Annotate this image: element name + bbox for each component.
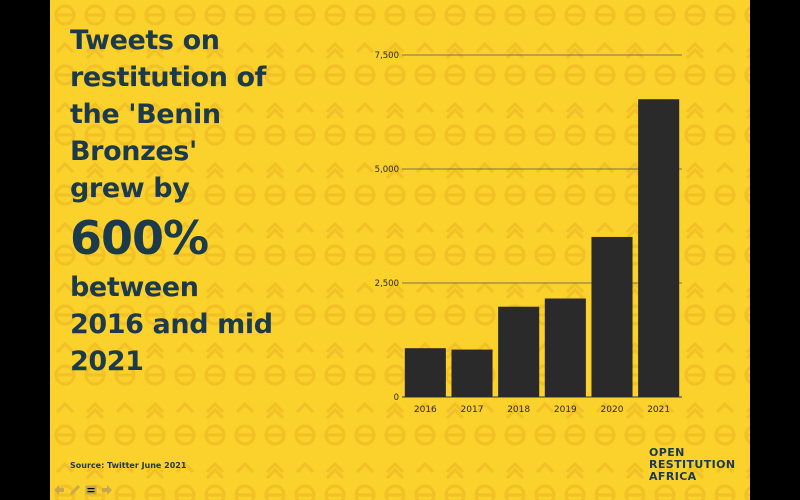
headline-highlight: 600% bbox=[70, 211, 209, 265]
y-tick-label-0: 0 bbox=[394, 393, 399, 403]
previous-slide-icon[interactable] bbox=[52, 483, 66, 497]
headline-line-4: Bronzes' bbox=[70, 136, 197, 167]
headline-line-5: grew by bbox=[70, 173, 190, 204]
pen-icon[interactable] bbox=[68, 483, 82, 497]
brand-logo: OPEN RESTITUTION AFRICA bbox=[649, 447, 736, 483]
bar-2016 bbox=[404, 348, 446, 397]
slide: Tweets on restitution of the 'Benin Bron… bbox=[50, 0, 750, 500]
bar-2019 bbox=[544, 298, 586, 397]
headline-line-6: between bbox=[70, 272, 199, 303]
slide-toolbar bbox=[52, 483, 114, 497]
headline-line-1: Tweets on bbox=[70, 25, 220, 56]
x-tick-label-2016: 2016 bbox=[414, 405, 437, 415]
headline: Tweets on restitution of the 'Benin Bron… bbox=[70, 22, 350, 380]
x-tick-label-2018: 2018 bbox=[507, 405, 530, 415]
y-tick-label-1: 2,500 bbox=[375, 279, 399, 289]
bar-2017 bbox=[451, 349, 493, 397]
y-tick-label-3: 7,500 bbox=[375, 51, 399, 61]
x-tick-label-2020: 2020 bbox=[601, 405, 624, 415]
x-tick-label-2021: 2021 bbox=[647, 405, 670, 415]
x-tick-label-2017: 2017 bbox=[461, 405, 484, 415]
headline-line-2: restitution of bbox=[70, 62, 267, 93]
slides-menu-icon[interactable] bbox=[84, 483, 98, 497]
headline-line-8: 2021 bbox=[70, 346, 144, 377]
x-tick-label-2019: 2019 bbox=[554, 405, 577, 415]
bar-2021 bbox=[638, 99, 680, 398]
source-note: Source: Twitter June 2021 bbox=[70, 461, 187, 470]
headline-line-3: the 'Benin bbox=[70, 99, 221, 130]
brand-line-1: OPEN bbox=[649, 446, 685, 459]
bar-chart: 0 2,500 5,000 7,500 2016 2017 2018 2019 2020 2021 bbox=[375, 51, 682, 415]
brand-line-3: AFRICA bbox=[649, 470, 697, 483]
bar-2018 bbox=[498, 306, 540, 397]
bar-2020 bbox=[591, 236, 633, 397]
background-pattern bbox=[50, 0, 750, 500]
headline-line-7: 2016 and mid bbox=[70, 309, 273, 340]
brand-line-2: RESTITUTION bbox=[649, 458, 736, 471]
y-tick-label-2: 5,000 bbox=[375, 165, 399, 175]
next-slide-icon[interactable] bbox=[100, 483, 114, 497]
